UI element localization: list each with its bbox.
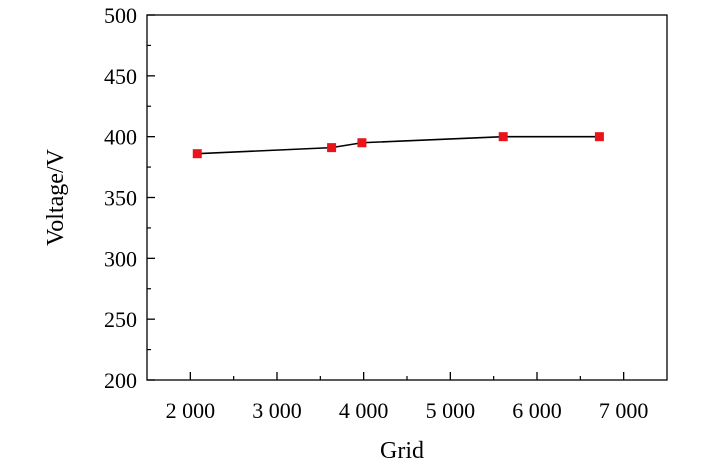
y-tick-label: 500 <box>104 3 137 28</box>
y-tick-label: 400 <box>104 125 137 150</box>
y-tick-label: 200 <box>104 368 137 393</box>
data-point-marker <box>192 149 202 159</box>
x-tick-label: 6 000 <box>512 398 562 423</box>
data-point-marker <box>327 143 337 153</box>
data-point-marker <box>357 138 367 148</box>
data-point-marker <box>498 132 508 142</box>
y-axis-ticks: 200 250 300 350 400 450 500 <box>104 3 155 393</box>
data-point-marker <box>594 132 604 142</box>
x-tick-label: 7 000 <box>599 398 649 423</box>
x-tick-label: 2 000 <box>166 398 216 423</box>
series-line <box>197 135 600 155</box>
x-tick-label: 3 000 <box>252 398 302 423</box>
y-tick-label: 250 <box>104 307 137 332</box>
y-tick-label: 450 <box>104 64 137 89</box>
series-group <box>192 132 604 159</box>
x-axis-ticks: 2 000 3 000 4 000 5 000 6 000 7 000 <box>166 372 649 423</box>
plot-frame <box>146 14 668 381</box>
y-tick-label: 300 <box>104 246 137 271</box>
x-axis-title: Grid <box>380 438 424 464</box>
y-axis-title: Voltage/V <box>43 148 69 246</box>
x-tick-label: 4 000 <box>339 398 389 423</box>
x-tick-label: 5 000 <box>426 398 476 423</box>
y-tick-label: 350 <box>104 186 137 211</box>
